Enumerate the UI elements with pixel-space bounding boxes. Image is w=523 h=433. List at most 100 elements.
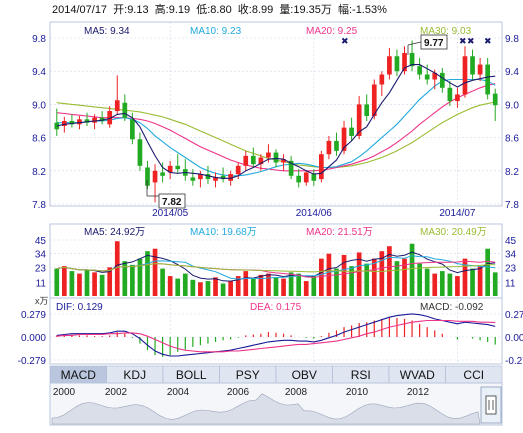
candle-down	[296, 175, 302, 183]
macd-tick-left: 0.279	[21, 310, 46, 321]
candle-down	[334, 140, 339, 151]
timeline-year-label: 2000	[53, 387, 76, 398]
macd-tick-left: -0.279	[18, 356, 47, 367]
tab-label[interactable]: MACD	[61, 368, 97, 382]
tab-rsi[interactable]: RSI	[332, 365, 390, 384]
tab-psy[interactable]: PSY	[219, 365, 277, 384]
timeline-handle[interactable]	[480, 386, 502, 424]
volume-bar	[220, 283, 226, 296]
volume-bar	[349, 266, 354, 296]
candle-up	[341, 127, 347, 151]
candle-up	[235, 165, 241, 175]
header-change-label: 幅:	[338, 3, 352, 16]
candle-down	[409, 52, 415, 67]
volume-bar	[303, 281, 309, 296]
low-callout-label: 7.82	[162, 197, 182, 208]
macd-tick-right: 0.279	[505, 310, 523, 321]
candle-up	[258, 157, 264, 165]
price-tick-left: 9.8	[32, 34, 46, 45]
candle-up	[326, 140, 332, 155]
macd-legend-dif: DIF: 0.129	[56, 302, 103, 313]
macd-tick-right: -0.279	[505, 356, 523, 367]
header-open: 9.13	[127, 4, 148, 16]
header-open-label: 开:	[113, 4, 127, 16]
tab-label[interactable]: CCI	[463, 368, 484, 382]
volume-bar	[432, 273, 438, 296]
volume-bar	[341, 254, 347, 296]
header-date: 2014/07/17	[52, 4, 107, 16]
candle-up	[266, 152, 271, 158]
volume-bar	[334, 268, 339, 296]
macd-tick-left: 0.000	[21, 333, 46, 344]
tab-cci[interactable]: CCI	[445, 365, 503, 384]
volume-tick-left: 23	[35, 263, 47, 274]
candle-down	[439, 72, 445, 88]
header-quote: 2014/07/17 开:9.13 高:9.19 低:8.80 收:8.99 量…	[52, 2, 387, 16]
candle-up	[281, 159, 286, 163]
header-volume-label: 量:	[279, 3, 293, 16]
volume-tick-right: 45	[505, 236, 517, 247]
tab-label[interactable]: OBV	[292, 368, 317, 382]
volume-bar	[424, 268, 430, 296]
volume-bar	[114, 241, 120, 296]
vol-legend-ma10: MA10: 19.68万	[190, 227, 257, 238]
volume-bar	[409, 243, 415, 296]
candle-down	[273, 152, 279, 163]
event-marker[interactable]: ✖	[341, 36, 349, 46]
tab-macd[interactable]: MACD	[49, 365, 107, 384]
candle-up	[243, 155, 249, 166]
ma5-line	[56, 64, 496, 179]
header-volume: 19.35万	[293, 4, 332, 16]
volume-bar	[364, 263, 370, 296]
tab-wvad[interactable]: WVAD	[388, 365, 446, 384]
volume-bar	[160, 268, 165, 296]
event-marker[interactable]: ✖	[459, 36, 467, 46]
candle-down	[485, 64, 491, 95]
volume-bar	[311, 276, 317, 296]
volume-bar	[167, 276, 173, 296]
tab-boll[interactable]: BOLL	[162, 365, 220, 384]
candle-up	[356, 104, 362, 136]
volume-bar	[447, 273, 453, 296]
volume-bar	[455, 276, 460, 296]
price-tick-left: 9.0	[32, 100, 46, 111]
price-tick-right: 8.6	[505, 134, 519, 145]
candle-up	[319, 154, 324, 180]
volume-bar	[107, 267, 113, 296]
candle-up	[387, 56, 392, 75]
event-marker[interactable]: ✖	[467, 36, 475, 46]
volume-bar	[319, 258, 324, 296]
y-tick-labels: 7.8 7.8 8.2 8.2 8.6 8.6 9.0 9.0 9.4 9.4 9.8 9.8 11 11…	[18, 34, 523, 367]
price-tick-left: 7.8	[32, 200, 46, 211]
ma5-line-group	[56, 64, 496, 179]
candle-down	[84, 119, 90, 123]
x-tick-label: 2014/06	[296, 208, 333, 219]
tab-label[interactable]: PSY	[236, 368, 260, 382]
tab-label[interactable]: WVAD	[400, 368, 435, 382]
volume-bar	[394, 261, 400, 296]
volume-bar	[145, 251, 150, 296]
volume-bar	[492, 272, 498, 296]
macd-legend-dea: DEA: 0.175	[250, 302, 302, 313]
candle-down	[137, 139, 143, 166]
tab-label[interactable]: BOLL	[176, 368, 207, 382]
tab-label[interactable]: RSI	[351, 368, 371, 382]
tab-kdj[interactable]: KDJ	[106, 365, 164, 384]
tab-obv[interactable]: OBV	[275, 365, 333, 384]
candle-down	[205, 174, 211, 180]
candle-down	[190, 177, 196, 181]
tab-label[interactable]: KDJ	[123, 368, 146, 382]
volume-bar	[273, 277, 279, 296]
price-tick-left: 8.6	[32, 134, 46, 145]
volume-bar	[243, 271, 249, 296]
candle-down	[492, 93, 498, 106]
header-high: 9.19	[169, 4, 190, 16]
volume-bar	[417, 263, 422, 296]
volume-bar	[213, 277, 218, 296]
legend-ma30: MA30: 9.03	[420, 26, 472, 37]
volume-bar	[61, 266, 67, 296]
event-marker[interactable]: ✖	[484, 36, 492, 46]
candle-up	[462, 56, 468, 95]
timeline-year-label: 2008	[285, 387, 308, 398]
